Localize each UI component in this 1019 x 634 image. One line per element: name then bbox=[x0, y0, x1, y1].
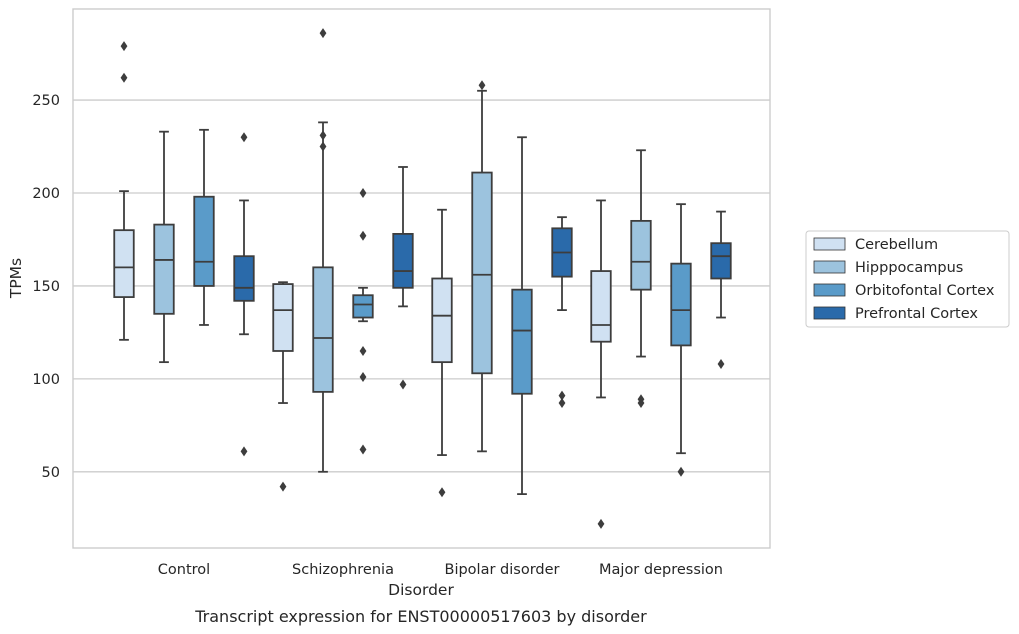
box-iqr bbox=[431, 277, 453, 364]
box-iqr bbox=[710, 242, 732, 280]
legend-label: Cerebellum bbox=[855, 237, 938, 253]
outlier-point bbox=[359, 230, 367, 241]
box-3-1 bbox=[630, 149, 652, 409]
box-1-1 bbox=[312, 28, 334, 473]
legend: Cerebellum Hipppocampus Orbitofontal Corte… bbox=[805, 230, 1010, 328]
box-iqr bbox=[511, 288, 533, 395]
outlier-point bbox=[359, 372, 367, 383]
outlier-point bbox=[359, 444, 367, 455]
outlier-point bbox=[279, 481, 287, 492]
legend-entries: Cerebellum Hipppocampus Orbitofontal Corte… bbox=[813, 237, 995, 322]
outlier-point bbox=[558, 398, 566, 409]
plot-boxes bbox=[113, 28, 732, 529]
y-axis-label: TPMs bbox=[7, 258, 25, 299]
box-3-2 bbox=[670, 203, 692, 477]
x-tick-label: Control bbox=[158, 562, 210, 578]
outlier-point bbox=[319, 141, 327, 152]
box-2-3 bbox=[551, 216, 573, 409]
box-1-3 bbox=[392, 166, 414, 390]
legend-swatch bbox=[813, 237, 846, 251]
box-0-1 bbox=[153, 130, 175, 364]
box-0-3 bbox=[233, 132, 255, 457]
legend-swatch bbox=[813, 283, 846, 297]
y-tick-labels: 50 100 150 200 250 bbox=[32, 93, 60, 481]
plot-frame bbox=[72, 8, 771, 549]
legend-entry: Prefrontal Cortex bbox=[813, 306, 978, 322]
gridlines bbox=[73, 99, 770, 473]
box-iqr bbox=[113, 229, 135, 298]
box-0-2 bbox=[193, 128, 215, 326]
outlier-point bbox=[319, 28, 327, 39]
box-iqr bbox=[352, 294, 374, 319]
box-2-1 bbox=[471, 80, 493, 453]
legend-entry: Cerebellum bbox=[813, 237, 938, 253]
outlier-point bbox=[319, 130, 327, 141]
legend-swatch bbox=[813, 306, 846, 320]
outlier-point bbox=[240, 446, 248, 457]
box-3-0 bbox=[590, 199, 612, 529]
legend-swatch bbox=[813, 260, 846, 274]
outlier-point bbox=[558, 390, 566, 401]
box-iqr bbox=[392, 232, 414, 289]
outlier-point bbox=[399, 379, 407, 390]
chart-caption: Transcript expression for ENST0000051760… bbox=[194, 607, 647, 626]
y-tick-label: 100 bbox=[32, 372, 60, 388]
y-tick-label: 150 bbox=[32, 279, 60, 295]
box-2-2 bbox=[511, 136, 533, 496]
legend-label: Orbitofontal Cortex bbox=[855, 283, 995, 299]
x-tick-label: Bipolar disorder bbox=[445, 562, 560, 578]
box-iqr bbox=[272, 283, 294, 352]
box-iqr bbox=[193, 195, 215, 287]
x-tick-label: Schizophrenia bbox=[292, 562, 394, 578]
box-iqr bbox=[153, 223, 175, 315]
outlier-point bbox=[637, 398, 645, 409]
y-tick-label: 250 bbox=[32, 93, 60, 109]
box-iqr bbox=[312, 266, 334, 393]
legend-frame bbox=[805, 230, 1010, 328]
y-tick-label: 200 bbox=[32, 186, 60, 202]
box-iqr bbox=[471, 171, 493, 375]
box-iqr bbox=[630, 219, 652, 291]
x-axis-label: Disorder bbox=[388, 581, 454, 599]
box-iqr bbox=[233, 255, 255, 302]
outlier-point bbox=[438, 487, 446, 498]
outlier-point bbox=[240, 132, 248, 143]
outlier-point bbox=[597, 518, 605, 529]
outlier-point bbox=[120, 41, 128, 52]
x-tick-label: Major depression bbox=[599, 562, 723, 578]
legend-entry: Orbitofontal Cortex bbox=[813, 283, 995, 299]
box-3-3 bbox=[710, 210, 732, 369]
box-iqr bbox=[590, 270, 612, 343]
box-0-0 bbox=[113, 41, 135, 341]
box-1-0 bbox=[272, 281, 294, 492]
outlier-point bbox=[717, 358, 725, 369]
outlier-point bbox=[359, 188, 367, 199]
box-2-0 bbox=[431, 208, 453, 498]
outlier-point bbox=[677, 466, 685, 477]
box-iqr bbox=[670, 262, 692, 347]
box-1-2 bbox=[352, 188, 374, 455]
outlier-point bbox=[359, 345, 367, 356]
legend-entry: Hipppocampus bbox=[813, 260, 963, 276]
outlier-point bbox=[478, 80, 486, 91]
legend-label: Hipppocampus bbox=[855, 260, 963, 276]
y-tick-label: 50 bbox=[42, 465, 60, 481]
legend-label: Prefrontal Cortex bbox=[855, 306, 978, 322]
x-tick-labels: Control Schizophrenia Bipolar disorder Majo… bbox=[158, 562, 723, 578]
outlier-point bbox=[120, 72, 128, 83]
